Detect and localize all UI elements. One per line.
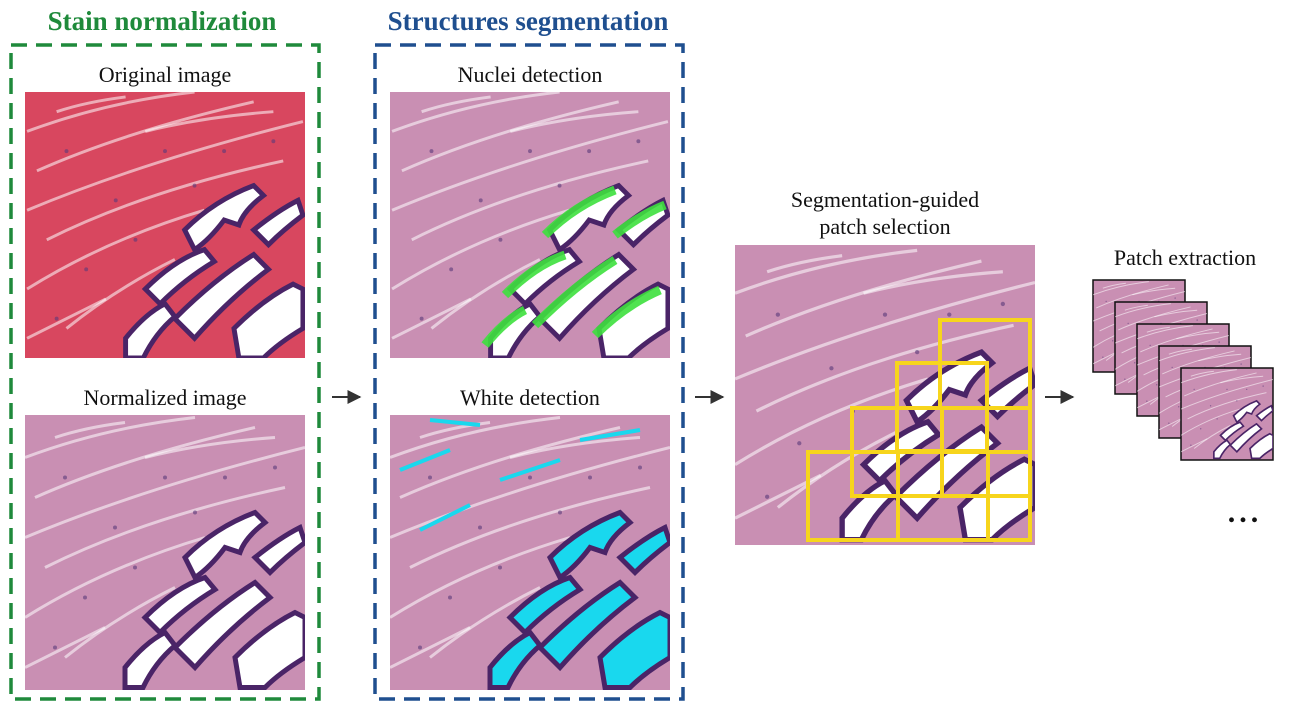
step-label: Segmentation-guided bbox=[791, 187, 979, 212]
section-title: Structures segmentation bbox=[388, 6, 669, 36]
step-label: patch selection bbox=[819, 214, 950, 239]
step-label: Patch extraction bbox=[1114, 245, 1256, 270]
panel-label: White detection bbox=[460, 385, 600, 410]
page: {"sections":[{"title":"Stain normalizati… bbox=[0, 0, 1293, 705]
panel-label: Nuclei detection bbox=[458, 62, 603, 87]
panel-label: Normalized image bbox=[83, 385, 246, 410]
section-title: Stain normalization bbox=[48, 6, 277, 36]
patch-stack bbox=[1093, 280, 1273, 460]
ellipsis: ... bbox=[1228, 496, 1263, 529]
diagram: Stain normalization Original image Norma… bbox=[0, 0, 1293, 705]
panel-label: Original image bbox=[99, 62, 232, 87]
